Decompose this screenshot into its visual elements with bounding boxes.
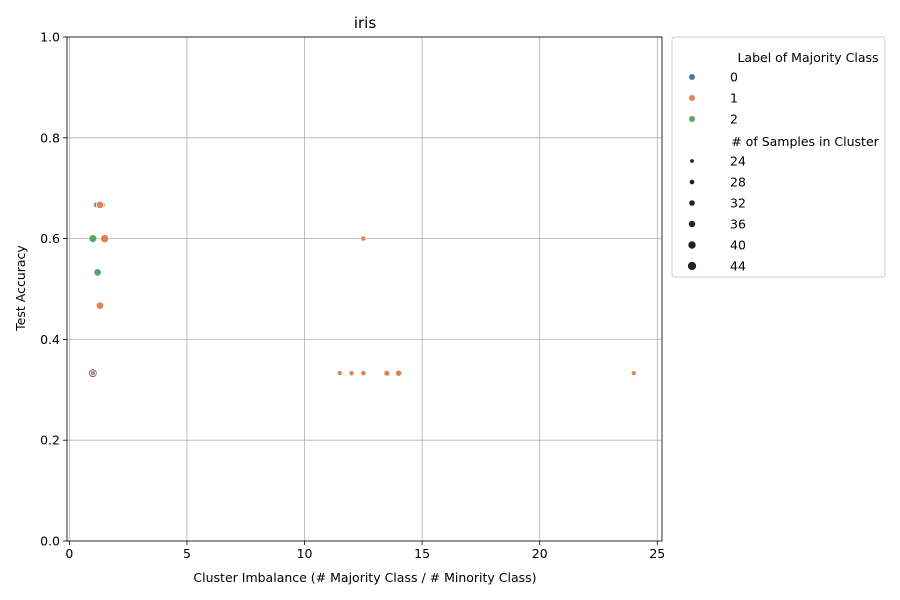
legend-size-marker — [689, 200, 695, 206]
legend-hue-label: 0 — [730, 70, 738, 85]
y-axis-label: Test Accuracy — [13, 245, 28, 332]
legend-hue-label: 1 — [730, 91, 738, 106]
legend-size-label: 36 — [730, 217, 746, 232]
data-point — [395, 369, 403, 377]
data-point — [360, 235, 367, 242]
data-point — [89, 370, 96, 377]
x-tick-label: 0 — [65, 546, 73, 561]
legend-size-label: 32 — [730, 196, 746, 211]
x-tick-label: 20 — [532, 546, 548, 561]
legend-box — [671, 36, 886, 278]
data-point — [336, 370, 343, 377]
legend: Label of Majority Class 0 1 2 # of Samples i… — [671, 36, 886, 278]
legend-size-label: 44 — [730, 259, 746, 274]
data-point — [630, 370, 637, 377]
legend-size-marker — [688, 241, 696, 249]
data-point — [348, 370, 355, 377]
y-tick-label: 0.6 — [40, 231, 60, 246]
legend-size-marker — [688, 220, 696, 228]
legend-size-label: 40 — [730, 238, 746, 253]
y-tick-label: 0.0 — [40, 534, 60, 549]
legend-size-label: 28 — [730, 175, 746, 190]
data-point — [360, 370, 367, 377]
x-tick-label: 25 — [649, 546, 665, 561]
data-point — [95, 200, 105, 209]
legend-size-marker — [689, 179, 695, 185]
legend-hue-marker — [688, 94, 696, 102]
y-tick-label: 0.8 — [40, 130, 60, 145]
data-point — [93, 268, 102, 277]
chart-title: iris — [354, 14, 377, 32]
x-tick-label: 15 — [414, 546, 430, 561]
y-tick-label: 0.2 — [40, 433, 60, 448]
plot-frame — [66, 36, 663, 542]
data-point — [100, 234, 110, 244]
legend-hue-label: 2 — [730, 112, 738, 127]
data-point — [383, 369, 391, 377]
x-axis-label: Cluster Imbalance (# Majority Class / # … — [193, 570, 536, 585]
data-point — [95, 301, 105, 310]
grid — [67, 36, 662, 542]
data-points — [88, 200, 637, 378]
legend-hue-title: Label of Majority Class — [737, 50, 878, 65]
legend-hue-marker — [688, 73, 696, 81]
legend-hue-marker — [688, 115, 696, 123]
legend-size-title: # of Samples in Cluster — [731, 134, 879, 149]
y-tick-label: 0.4 — [40, 332, 60, 347]
axes: 0 5 10 15 20 25 0.0 0.2 0.4 0.6 0.8 1.0 — [40, 30, 665, 562]
data-point — [88, 234, 98, 243]
legend-size-marker — [687, 261, 697, 271]
x-tick-label: 5 — [183, 546, 191, 561]
y-tick-label: 1.0 — [40, 30, 60, 45]
legend-size-label: 24 — [730, 154, 746, 169]
x-tick-label: 10 — [297, 546, 313, 561]
legend-size-marker — [690, 159, 694, 163]
